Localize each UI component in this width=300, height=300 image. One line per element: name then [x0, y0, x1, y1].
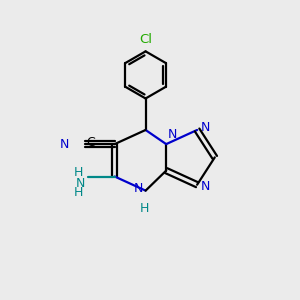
Text: N: N: [201, 180, 210, 193]
Text: N: N: [168, 128, 177, 141]
Text: N: N: [75, 177, 85, 190]
Text: N: N: [60, 138, 69, 151]
Text: H: H: [74, 186, 83, 199]
Text: N: N: [201, 121, 210, 134]
Text: H: H: [140, 202, 149, 215]
Text: C: C: [86, 136, 95, 149]
Text: H: H: [74, 167, 83, 179]
Text: N: N: [133, 182, 142, 195]
Text: Cl: Cl: [139, 33, 152, 46]
